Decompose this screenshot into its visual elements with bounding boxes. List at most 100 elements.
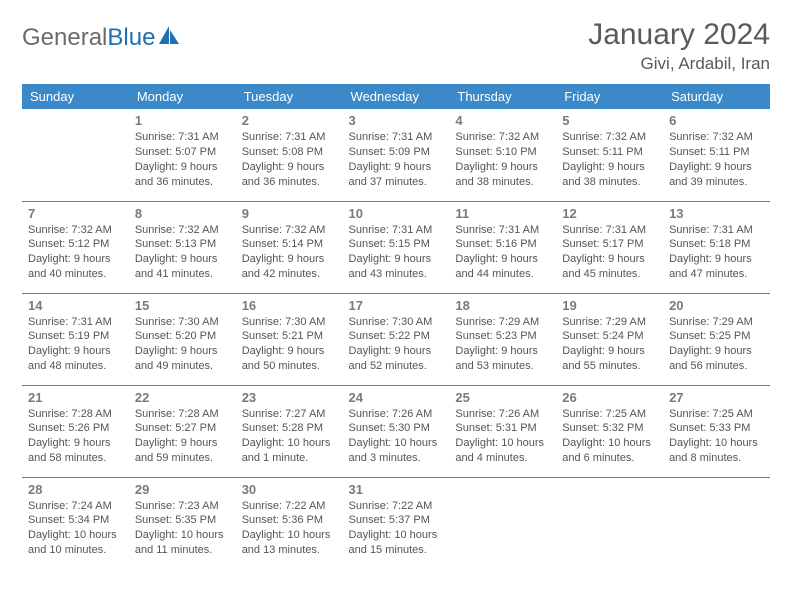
calendar-cell: 9Sunrise: 7:32 AMSunset: 5:14 PMDaylight… <box>236 201 343 293</box>
calendar-row: 28Sunrise: 7:24 AMSunset: 5:34 PMDayligh… <box>22 477 770 569</box>
sunrise-text: Sunrise: 7:22 AM <box>242 499 337 514</box>
day-number: 17 <box>349 298 444 313</box>
calendar-cell <box>449 477 556 569</box>
calendar-cell: 31Sunrise: 7:22 AMSunset: 5:37 PMDayligh… <box>343 477 450 569</box>
sunset-text: Sunset: 5:15 PM <box>349 237 444 252</box>
daylight-text: Daylight: 10 hours and 11 minutes. <box>135 528 230 558</box>
day-number: 24 <box>349 390 444 405</box>
sunset-text: Sunset: 5:08 PM <box>242 145 337 160</box>
day-info: Sunrise: 7:32 AMSunset: 5:14 PMDaylight:… <box>242 223 337 282</box>
day-info: Sunrise: 7:30 AMSunset: 5:22 PMDaylight:… <box>349 315 444 374</box>
daylight-text: Daylight: 9 hours and 38 minutes. <box>455 160 550 190</box>
weekday-header: Friday <box>556 84 663 109</box>
sunset-text: Sunset: 5:31 PM <box>455 421 550 436</box>
calendar-cell <box>556 477 663 569</box>
brand-part1: General <box>22 24 107 51</box>
sunset-text: Sunset: 5:36 PM <box>242 513 337 528</box>
title-block: January 2024 Givi, Ardabil, Iran <box>588 18 770 74</box>
daylight-text: Daylight: 10 hours and 15 minutes. <box>349 528 444 558</box>
day-info: Sunrise: 7:30 AMSunset: 5:21 PMDaylight:… <box>242 315 337 374</box>
day-number: 10 <box>349 206 444 221</box>
sunrise-text: Sunrise: 7:32 AM <box>135 223 230 238</box>
day-number: 29 <box>135 482 230 497</box>
daylight-text: Daylight: 10 hours and 8 minutes. <box>669 436 764 466</box>
day-info: Sunrise: 7:25 AMSunset: 5:33 PMDaylight:… <box>669 407 764 466</box>
sunrise-text: Sunrise: 7:31 AM <box>349 223 444 238</box>
calendar-cell: 7 Sunrise: 7:32 AMSunset: 5:12 PMDaylight… <box>22 201 129 293</box>
day-number: 27 <box>669 390 764 405</box>
sunrise-text: Sunrise: 7:32 AM <box>562 130 657 145</box>
sunrise-text: Sunrise: 7:31 AM <box>135 130 230 145</box>
calendar-cell: 23Sunrise: 7:27 AMSunset: 5:28 PMDayligh… <box>236 385 343 477</box>
daylight-text: Daylight: 9 hours and 49 minutes. <box>135 344 230 374</box>
day-number: 11 <box>455 206 550 221</box>
calendar-cell: 19Sunrise: 7:29 AMSunset: 5:24 PMDayligh… <box>556 293 663 385</box>
calendar-cell: 15Sunrise: 7:30 AMSunset: 5:20 PMDayligh… <box>129 293 236 385</box>
sunset-text: Sunset: 5:12 PM <box>28 237 123 252</box>
sunset-text: Sunset: 5:26 PM <box>28 421 123 436</box>
sunset-text: Sunset: 5:32 PM <box>562 421 657 436</box>
daylight-text: Daylight: 9 hours and 39 minutes. <box>669 160 764 190</box>
calendar-cell: 21Sunrise: 7:28 AMSunset: 5:26 PMDayligh… <box>22 385 129 477</box>
sunset-text: Sunset: 5:28 PM <box>242 421 337 436</box>
daylight-text: Daylight: 10 hours and 1 minute. <box>242 436 337 466</box>
sunset-text: Sunset: 5:24 PM <box>562 329 657 344</box>
day-info: Sunrise: 7:31 AMSunset: 5:07 PMDaylight:… <box>135 130 230 189</box>
sunrise-text: Sunrise: 7:30 AM <box>242 315 337 330</box>
sunrise-text: Sunrise: 7:30 AM <box>349 315 444 330</box>
day-number: 7 <box>28 206 123 221</box>
day-number: 20 <box>669 298 764 313</box>
daylight-text: Daylight: 9 hours and 52 minutes. <box>349 344 444 374</box>
calendar-cell: 12Sunrise: 7:31 AMSunset: 5:17 PMDayligh… <box>556 201 663 293</box>
sunset-text: Sunset: 5:25 PM <box>669 329 764 344</box>
calendar-cell: 3Sunrise: 7:31 AMSunset: 5:09 PMDaylight… <box>343 109 450 201</box>
daylight-text: Daylight: 9 hours and 58 minutes. <box>28 436 123 466</box>
daylight-text: Daylight: 9 hours and 45 minutes. <box>562 252 657 282</box>
calendar-cell: 18Sunrise: 7:29 AMSunset: 5:23 PMDayligh… <box>449 293 556 385</box>
weekday-header: Monday <box>129 84 236 109</box>
daylight-text: Daylight: 9 hours and 56 minutes. <box>669 344 764 374</box>
calendar-cell: 26Sunrise: 7:25 AMSunset: 5:32 PMDayligh… <box>556 385 663 477</box>
month-title: January 2024 <box>588 18 770 52</box>
day-number: 8 <box>135 206 230 221</box>
calendar-table: SundayMondayTuesdayWednesdayThursdayFrid… <box>22 84 770 569</box>
sunset-text: Sunset: 5:33 PM <box>669 421 764 436</box>
calendar-cell: 10 Sunrise: 7:31 AMSunset: 5:15 PMDayligh… <box>343 201 450 293</box>
sunrise-text: Sunrise: 7:25 AM <box>669 407 764 422</box>
daylight-text: Daylight: 10 hours and 3 minutes. <box>349 436 444 466</box>
sunrise-text: Sunrise: 7:31 AM <box>28 315 123 330</box>
day-info: Sunrise: 7:32 AMSunset: 5:12 PMDaylight:… <box>28 223 123 282</box>
day-info: Sunrise: 7:24 AMSunset: 5:34 PMDaylight:… <box>28 499 123 558</box>
sunset-text: Sunset: 5:09 PM <box>349 145 444 160</box>
calendar-cell: 29Sunrise: 7:23 AMSunset: 5:35 PMDayligh… <box>129 477 236 569</box>
sunrise-text: Sunrise: 7:31 AM <box>669 223 764 238</box>
sunrise-text: Sunrise: 7:32 AM <box>669 130 764 145</box>
sunrise-text: Sunrise: 7:31 AM <box>562 223 657 238</box>
calendar-cell: 6Sunrise: 7:32 AMSunset: 5:11 PMDaylight… <box>663 109 770 201</box>
day-number: 13 <box>669 206 764 221</box>
sunset-text: Sunset: 5:16 PM <box>455 237 550 252</box>
sunrise-text: Sunrise: 7:26 AM <box>455 407 550 422</box>
daylight-text: Daylight: 10 hours and 10 minutes. <box>28 528 123 558</box>
brand-text: GeneralBlue <box>22 24 155 52</box>
sunset-text: Sunset: 5:37 PM <box>349 513 444 528</box>
day-number: 18 <box>455 298 550 313</box>
daylight-text: Daylight: 9 hours and 38 minutes. <box>562 160 657 190</box>
sunset-text: Sunset: 5:18 PM <box>669 237 764 252</box>
calendar-cell: 17 Sunrise: 7:30 AMSunset: 5:22 PMDayligh… <box>343 293 450 385</box>
header: GeneralBlue January 2024 Givi, Ardabil, … <box>22 18 770 74</box>
day-number: 30 <box>242 482 337 497</box>
day-info: Sunrise: 7:32 AMSunset: 5:10 PMDaylight:… <box>455 130 550 189</box>
day-info: Sunrise: 7:32 AMSunset: 5:11 PMDaylight:… <box>562 130 657 189</box>
day-number: 5 <box>562 113 657 128</box>
day-info: Sunrise: 7:31 AMSunset: 5:15 PMDaylight:… <box>349 223 444 282</box>
sunset-text: Sunset: 5:21 PM <box>242 329 337 344</box>
calendar-cell: 4Sunrise: 7:32 AMSunset: 5:10 PMDaylight… <box>449 109 556 201</box>
calendar-cell: 5 Sunrise: 7:32 AMSunset: 5:11 PMDaylight… <box>556 109 663 201</box>
calendar-cell: 16Sunrise: 7:30 AMSunset: 5:21 PMDayligh… <box>236 293 343 385</box>
weekday-header: Wednesday <box>343 84 450 109</box>
calendar-row: 1Sunrise: 7:31 AMSunset: 5:07 PMDaylight… <box>22 109 770 201</box>
day-number: 14 <box>28 298 123 313</box>
weekday-header: Saturday <box>663 84 770 109</box>
sunset-text: Sunset: 5:07 PM <box>135 145 230 160</box>
